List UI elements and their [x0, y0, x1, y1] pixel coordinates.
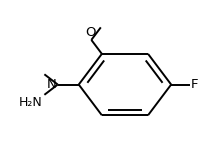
- Text: H₂N: H₂N: [18, 96, 42, 109]
- Text: O: O: [85, 26, 96, 39]
- Text: F: F: [191, 78, 199, 91]
- Text: N: N: [47, 78, 57, 91]
